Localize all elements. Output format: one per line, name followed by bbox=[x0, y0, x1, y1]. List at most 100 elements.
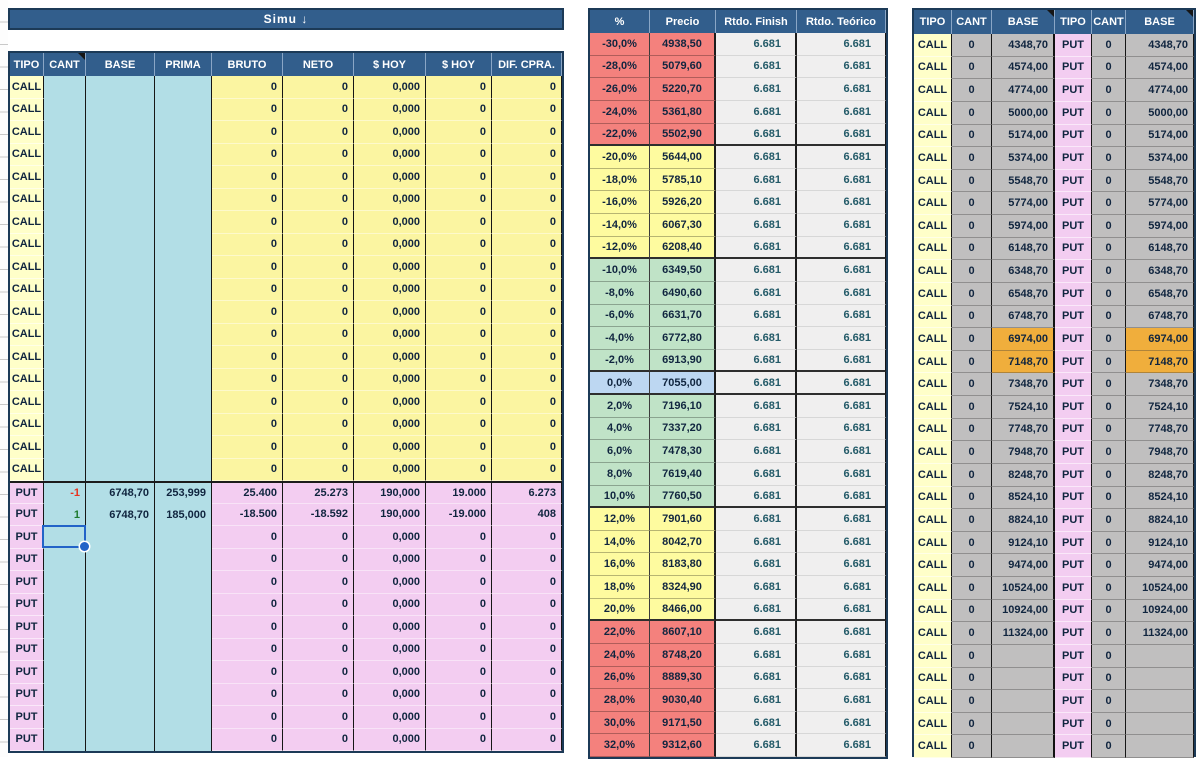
pct-cell[interactable]: -10,0% bbox=[590, 259, 650, 282]
dif-cpra-cell[interactable]: 0 bbox=[492, 98, 562, 121]
rtdo-teorico-cell[interactable]: 6.681 bbox=[797, 576, 886, 599]
call-cant-cell[interactable]: 0 bbox=[952, 644, 992, 668]
rtdo-finish-cell[interactable]: 6.681 bbox=[716, 485, 797, 509]
header-rtdo-finish[interactable]: Rtdo. Finish bbox=[716, 10, 797, 33]
call-base-cell[interactable]: 8824,10 bbox=[992, 509, 1055, 532]
bruto-cell[interactable]: 0 bbox=[212, 278, 283, 301]
call-base-cell[interactable]: 7524,10 bbox=[992, 396, 1055, 419]
put-tipo-cell[interactable]: PUT bbox=[1055, 147, 1092, 170]
hoy-cell[interactable]: 0,000 bbox=[354, 233, 426, 256]
hoy-cell[interactable]: 0,000 bbox=[354, 616, 426, 639]
rtdo-finish-cell[interactable]: 6.681 bbox=[716, 621, 797, 644]
bruto-cell[interactable]: 0 bbox=[212, 166, 283, 189]
put-base-cell[interactable]: 8248,70 bbox=[1126, 463, 1194, 487]
put-base-cell[interactable]: 4574,00 bbox=[1126, 56, 1194, 80]
header-tipo[interactable]: TIPO bbox=[914, 10, 952, 34]
dif-cpra-cell[interactable]: 0 bbox=[492, 593, 562, 616]
precio-cell[interactable]: 4938,50 bbox=[650, 33, 716, 56]
put-cant-cell[interactable]: 0 bbox=[1092, 599, 1126, 623]
put-base-cell[interactable]: 11324,00 bbox=[1126, 622, 1194, 645]
dif-cpra-cell[interactable]: 0 bbox=[492, 391, 562, 414]
base-cell[interactable] bbox=[86, 143, 155, 166]
prima-cell[interactable] bbox=[155, 683, 212, 706]
put-tipo-cell[interactable]: PUT bbox=[1055, 350, 1092, 374]
put-base-cell[interactable]: 6148,70 bbox=[1126, 237, 1194, 261]
pct-cell[interactable]: -4,0% bbox=[590, 327, 650, 350]
cant-cell[interactable] bbox=[44, 391, 86, 414]
put-base-cell[interactable]: 6548,70 bbox=[1126, 282, 1194, 306]
neto-cell[interactable]: 0 bbox=[283, 458, 354, 481]
prima-cell[interactable] bbox=[155, 458, 212, 481]
base-cell[interactable] bbox=[86, 233, 155, 256]
base-cell[interactable] bbox=[86, 458, 155, 481]
tipo-cell[interactable]: PUT bbox=[10, 683, 44, 706]
header-hoy[interactable]: $ HOY bbox=[354, 53, 426, 76]
hoy-cell[interactable]: 0,000 bbox=[354, 76, 426, 99]
prima-cell[interactable] bbox=[155, 368, 212, 391]
bruto-cell[interactable]: 0 bbox=[212, 391, 283, 414]
rtdo-teorico-cell[interactable]: 6.681 bbox=[797, 666, 886, 690]
call-base-cell[interactable]: 6748,70 bbox=[992, 305, 1055, 329]
put-tipo-cell[interactable]: PUT bbox=[1055, 667, 1092, 691]
rtdo-teorico-cell[interactable]: 6.681 bbox=[797, 349, 886, 373]
call-base-cell[interactable]: 6548,70 bbox=[992, 282, 1055, 306]
prima-cell[interactable] bbox=[155, 391, 212, 414]
bruto-cell[interactable]: 0 bbox=[212, 346, 283, 369]
base-cell[interactable] bbox=[86, 616, 155, 639]
pct-cell[interactable]: -24,0% bbox=[590, 100, 650, 124]
hoy-cell[interactable]: 0,000 bbox=[354, 323, 426, 346]
bruto-cell[interactable]: 0 bbox=[212, 616, 283, 639]
put-base-cell[interactable]: 6748,70 bbox=[1126, 305, 1194, 329]
base-cell[interactable] bbox=[86, 76, 155, 99]
rtdo-finish-cell[interactable]: 6.681 bbox=[716, 236, 797, 260]
fill-handle[interactable] bbox=[80, 542, 89, 551]
tipo-cell[interactable]: CALL bbox=[10, 436, 44, 459]
header-base[interactable]: BASE bbox=[992, 10, 1055, 34]
base-cell[interactable] bbox=[86, 166, 155, 189]
put-cant-cell[interactable]: 0 bbox=[1092, 79, 1126, 102]
dif-cpra-cell[interactable]: 0 bbox=[492, 706, 562, 729]
header-neto[interactable]: NETO bbox=[283, 53, 354, 76]
pct-cell[interactable]: -14,0% bbox=[590, 214, 650, 237]
pct-cell[interactable]: -22,0% bbox=[590, 123, 650, 147]
neto-cell[interactable]: 0 bbox=[283, 76, 354, 99]
neto-cell[interactable]: 0 bbox=[283, 256, 354, 279]
call-base-cell[interactable]: 8524,10 bbox=[992, 486, 1055, 510]
cant-cell[interactable] bbox=[44, 166, 86, 189]
rtdo-finish-cell[interactable]: 6.681 bbox=[716, 711, 797, 735]
pct-cell[interactable]: 14,0% bbox=[590, 530, 650, 554]
hoy2-cell[interactable]: 0 bbox=[426, 413, 492, 436]
bruto-cell[interactable]: 0 bbox=[212, 188, 283, 211]
rtdo-teorico-cell[interactable]: 6.681 bbox=[797, 33, 886, 56]
call-tipo-cell[interactable]: CALL bbox=[914, 305, 952, 329]
call-cant-cell[interactable]: 0 bbox=[952, 260, 992, 283]
cant-cell[interactable] bbox=[44, 593, 86, 616]
header-cant-2[interactable]: CANT bbox=[1092, 10, 1126, 34]
header-base[interactable]: BASE bbox=[86, 53, 155, 76]
call-tipo-cell[interactable]: CALL bbox=[914, 328, 952, 351]
dif-cpra-cell[interactable]: 0 bbox=[492, 233, 562, 256]
neto-cell[interactable]: 0 bbox=[283, 278, 354, 301]
tipo-cell[interactable]: PUT bbox=[10, 706, 44, 729]
hoy2-cell[interactable]: 0 bbox=[426, 436, 492, 459]
call-base-cell[interactable]: 5548,70 bbox=[992, 169, 1055, 193]
tipo-cell[interactable]: PUT bbox=[10, 638, 44, 661]
call-cant-cell[interactable]: 0 bbox=[952, 712, 992, 736]
cant-cell[interactable]: 1 bbox=[44, 503, 86, 526]
header-precio[interactable]: Precio bbox=[650, 10, 716, 33]
rtdo-finish-cell[interactable]: 6.681 bbox=[716, 530, 797, 554]
call-tipo-cell[interactable]: CALL bbox=[914, 577, 952, 600]
precio-cell[interactable]: 5502,90 bbox=[650, 123, 716, 147]
call-tipo-cell[interactable]: CALL bbox=[914, 418, 952, 442]
rtdo-teorico-cell[interactable]: 6.681 bbox=[797, 214, 886, 237]
rtdo-finish-cell[interactable]: 6.681 bbox=[716, 146, 797, 169]
rtdo-finish-cell[interactable]: 6.681 bbox=[716, 33, 797, 56]
call-cant-cell[interactable]: 0 bbox=[952, 101, 992, 125]
precio-cell[interactable]: 6349,50 bbox=[650, 259, 716, 282]
hoy2-cell[interactable]: 0 bbox=[426, 76, 492, 99]
rtdo-finish-cell[interactable]: 6.681 bbox=[716, 259, 797, 282]
bruto-cell[interactable]: 25.400 bbox=[212, 481, 283, 504]
bruto-cell[interactable]: -18.500 bbox=[212, 503, 283, 526]
prima-cell[interactable] bbox=[155, 143, 212, 166]
bruto-cell[interactable]: 0 bbox=[212, 76, 283, 99]
